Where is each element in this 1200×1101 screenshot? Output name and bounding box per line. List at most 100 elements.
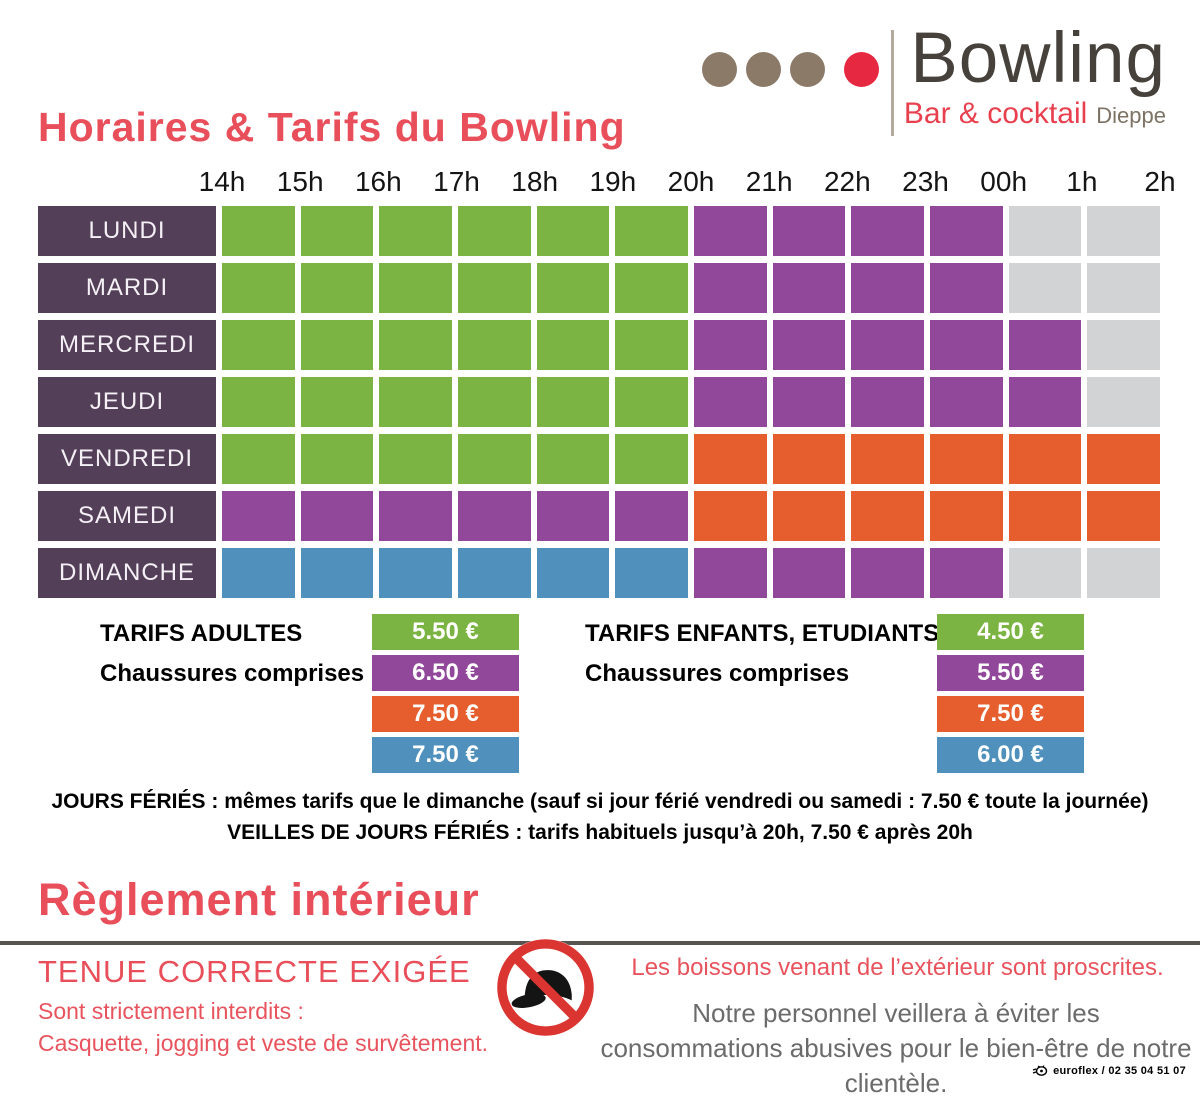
hours-row: 14h 15h 16h 17h 18h 19h 20h 21h 22h 23h 00h 1h 2h	[38, 166, 1176, 200]
hour-label-1h: 1h	[1066, 166, 1098, 197]
printer-credit: euroflex / 02 35 04 51 07	[1032, 1064, 1186, 1077]
schedule-cell-mercredi-16h	[379, 320, 452, 370]
schedule-cell-samedi-23h	[929, 491, 1003, 541]
schedule-cell-vendredi-15h	[300, 434, 374, 484]
price-chip-children-blue: 6.00 €	[937, 737, 1084, 773]
hour-label-17h: 17h	[433, 166, 480, 197]
schedule-cell-vendredi-16h	[379, 434, 452, 484]
schedule-cell-samedi-16h	[379, 491, 452, 541]
hour-label-15h: 15h	[276, 166, 324, 197]
schedule-grid: LUNDI MARDI MERCREDI JEUDI VENDREDI SAMEDI DIM…	[38, 206, 1160, 598]
schedule-cell-vendredi-23h	[929, 434, 1003, 484]
schedule-cell-jeudi-21h	[772, 377, 846, 427]
hour-label-16h: 16h	[354, 166, 402, 197]
price-chip-children-orange: 7.50 €	[937, 696, 1084, 732]
schedule: 14h 15h 16h 17h 18h 19h 20h 21h 22h 23h 00h 1h 2h LU…	[38, 166, 1176, 606]
day-label-mercredi: MERCREDI	[38, 320, 216, 370]
schedule-cell-lundi-00h	[1008, 206, 1082, 256]
price-chip-adults-blue: 7.50 €	[372, 737, 519, 773]
schedule-cell-dimanche-1h	[1087, 548, 1160, 598]
schedule-cell-mercredi-18h	[536, 320, 610, 370]
day-label-vendredi: VENDREDI	[38, 434, 216, 484]
schedule-cell-mardi-15h	[300, 263, 374, 313]
forbidden-items: Casquette, jogging et veste de survêteme…	[38, 1030, 489, 1056]
schedule-cell-lundi-22h	[851, 206, 924, 256]
schedule-cell-samedi-22h	[851, 491, 924, 541]
tariffs-section: TARIFS ADULTES Chaussures comprises 5.50…	[0, 612, 1200, 780]
hour-label-23h: 23h	[902, 166, 949, 197]
schedule-cell-mercredi-20h	[693, 320, 767, 370]
schedule-cell-samedi-00h	[1008, 491, 1082, 541]
schedule-cell-mardi-23h	[929, 263, 1003, 313]
schedule-cell-dimanche-20h	[693, 548, 767, 598]
hour-label-18h: 18h	[511, 166, 559, 197]
schedule-cell-lundi-20h	[693, 206, 767, 256]
logo-subtitle: Bar & cocktail	[903, 97, 1088, 130]
schedule-cell-samedi-17h	[457, 491, 531, 541]
schedule-cell-mercredi-00h	[1008, 320, 1082, 370]
schedule-cell-lundi-19h	[615, 206, 688, 256]
hour-label-00h: 00h	[980, 166, 1028, 197]
logo-red-dot-icon	[843, 51, 879, 87]
hour-label-14h: 14h	[198, 166, 246, 197]
schedule-cell-mardi-19h	[615, 263, 688, 313]
hour-label-20h: 20h	[667, 166, 715, 197]
schedule-cell-samedi-19h	[615, 491, 688, 541]
schedule-cell-lundi-17h	[457, 206, 531, 256]
schedule-cell-mercredi-23h	[929, 320, 1003, 370]
note-line: VEILLES DE JOURS FÉRIÉS : tarifs habitue…	[227, 821, 973, 844]
schedule-cell-vendredi-1h	[1087, 434, 1160, 484]
schedule-cell-mercredi-14h	[222, 320, 295, 370]
schedule-cell-dimanche-18h	[536, 548, 610, 598]
schedule-cell-vendredi-22h	[851, 434, 924, 484]
children-tariff-subtitle: Chaussures comprises	[585, 660, 850, 687]
schedule-cell-samedi-18h	[536, 491, 610, 541]
schedule-cell-jeudi-1h	[1087, 377, 1160, 427]
schedule-cell-samedi-15h	[300, 491, 374, 541]
schedule-cell-vendredi-20h	[693, 434, 767, 484]
holiday-notes: JOURS FÉRIÉS : mêmes tarifs que le diman…	[0, 786, 1200, 848]
printer-logo-icon	[1032, 1065, 1048, 1076]
adults-tariff-title: TARIFS ADULTES	[100, 620, 303, 647]
schedule-cell-dimanche-22h	[851, 548, 924, 598]
logo-text: Bowling Bar & cocktail Dieppe	[903, 23, 1166, 136]
schedule-cell-mercredi-22h	[851, 320, 924, 370]
schedule-cell-dimanche-19h	[615, 548, 688, 598]
schedule-cell-dimanche-16h	[379, 548, 452, 598]
brand-logo: Bowling Bar & cocktail Dieppe	[701, 23, 1166, 136]
schedule-cell-samedi-21h	[772, 491, 846, 541]
schedule-cell-jeudi-15h	[300, 377, 374, 427]
day-label-lundi: LUNDI	[38, 206, 216, 256]
schedule-cell-vendredi-17h	[457, 434, 531, 484]
logo-dot-icon	[701, 51, 737, 87]
schedule-cell-mercredi-1h	[1087, 320, 1160, 370]
schedule-cell-jeudi-19h	[615, 377, 688, 427]
price-chip-adults-orange: 7.50 €	[372, 696, 519, 732]
schedule-cell-mardi-18h	[536, 263, 610, 313]
staff-rule-text: Notre personnel veillera à éviter les co…	[600, 998, 1192, 1098]
schedule-cell-lundi-15h	[300, 206, 374, 256]
schedule-cell-mercredi-19h	[615, 320, 688, 370]
schedule-cell-mardi-21h	[772, 263, 846, 313]
logo-dots-icon	[701, 28, 879, 110]
schedule-cell-jeudi-22h	[851, 377, 924, 427]
logo-dot-icon	[789, 51, 825, 87]
schedule-cell-samedi-1h	[1087, 491, 1160, 541]
schedule-cell-mardi-14h	[222, 263, 295, 313]
schedule-cell-jeudi-23h	[929, 377, 1003, 427]
schedule-cell-mardi-22h	[851, 263, 924, 313]
schedule-cell-dimanche-21h	[772, 548, 846, 598]
logo-divider	[890, 30, 894, 136]
adults-price-chips: 5.50 € 6.50 € 7.50 € 7.50 €	[372, 614, 519, 773]
schedule-cell-jeudi-20h	[693, 377, 767, 427]
day-label-samedi: SAMEDI	[38, 491, 216, 541]
schedule-cell-lundi-14h	[222, 206, 295, 256]
hour-label-22h: 22h	[823, 166, 871, 197]
schedule-cell-mercredi-21h	[772, 320, 846, 370]
price-chip-adults-purple: 6.50 €	[372, 655, 519, 691]
children-tariff-title: TARIFS ENFANTS, ETUDIANTS	[585, 620, 940, 647]
hour-label-19h: 19h	[589, 166, 637, 197]
price-chip-children-green: 4.50 €	[937, 614, 1084, 650]
schedule-cell-vendredi-18h	[536, 434, 610, 484]
drinks-rule-text: Les boissons venant de l’extérieur sont …	[631, 954, 1164, 981]
